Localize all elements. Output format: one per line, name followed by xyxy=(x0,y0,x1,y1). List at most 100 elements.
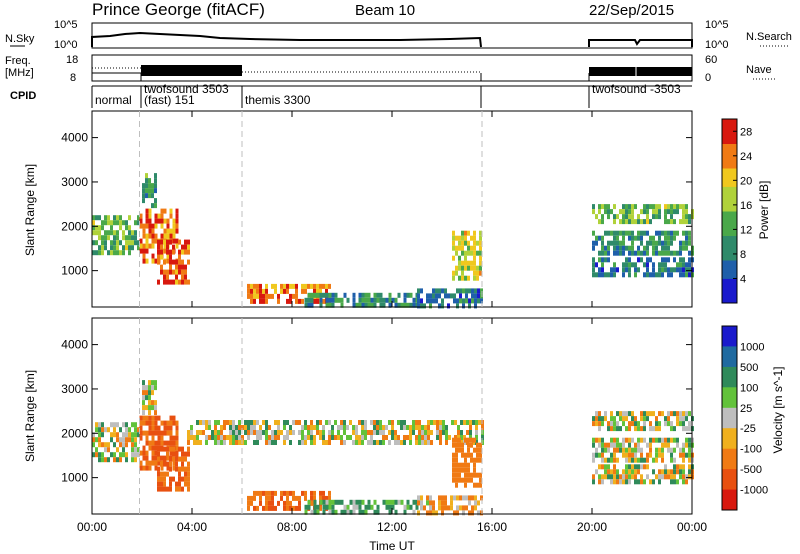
echo-cell xyxy=(619,240,622,246)
echo-cell xyxy=(470,245,473,251)
echo-cell xyxy=(455,477,458,483)
echo-cell xyxy=(331,499,335,505)
echo-cell xyxy=(604,272,607,278)
echo-cell xyxy=(682,245,685,251)
echo-cell xyxy=(459,495,462,501)
echo-cell xyxy=(250,288,253,294)
echo-cell xyxy=(461,270,464,276)
echo-cell xyxy=(361,435,364,440)
echo-cell xyxy=(625,416,628,422)
echo-cell xyxy=(457,435,460,440)
echo-cell xyxy=(313,495,316,501)
echo-cell xyxy=(670,474,673,480)
echo-cell xyxy=(334,435,337,440)
echo-cell xyxy=(655,204,658,210)
echo-cell xyxy=(682,230,685,236)
echo-cell xyxy=(646,272,649,278)
echo-cell xyxy=(397,440,400,445)
echo-cell xyxy=(391,420,394,425)
colorbar-swatch xyxy=(722,143,737,151)
echo-cell xyxy=(142,465,146,471)
echo-cell xyxy=(444,500,447,506)
echo-cell xyxy=(292,293,295,299)
echo-cell xyxy=(163,461,166,467)
echo-cell xyxy=(187,279,190,285)
echo-cell xyxy=(388,420,391,425)
echo-cell xyxy=(670,437,673,443)
echo-cell xyxy=(172,440,176,446)
echo-cell xyxy=(169,279,172,285)
echo-cell xyxy=(453,293,456,299)
echo-cell xyxy=(634,219,637,225)
echo-cell xyxy=(157,425,161,431)
echo-cell xyxy=(604,257,607,263)
echo-cell xyxy=(465,298,468,304)
echo-cell xyxy=(643,437,646,443)
echo-cell xyxy=(131,235,134,241)
echo-cell xyxy=(151,445,155,451)
echo-cell xyxy=(634,479,637,485)
echo-cell xyxy=(307,499,311,505)
x-tick-label: 12:00 xyxy=(377,520,407,534)
echo-cell xyxy=(355,440,358,445)
echo-cell xyxy=(196,420,199,425)
echo-cell xyxy=(471,293,474,299)
echo-cell xyxy=(110,422,113,428)
echo-cell xyxy=(277,500,280,506)
echo-cell xyxy=(456,288,459,294)
echo-cell xyxy=(441,288,444,294)
echo-cell xyxy=(622,209,625,215)
echo-cell xyxy=(160,435,164,441)
echo-cell xyxy=(646,474,649,480)
echo-cell xyxy=(238,425,241,430)
echo-cell xyxy=(190,435,193,440)
echo-cell xyxy=(610,474,613,480)
echo-cell xyxy=(685,262,688,268)
echo-cell xyxy=(388,430,391,435)
echo-cell xyxy=(175,420,179,426)
echo-cell xyxy=(172,435,176,441)
echo-cell xyxy=(685,240,688,246)
echo-cell xyxy=(610,272,613,278)
echo-cell xyxy=(637,464,640,470)
echo-cell xyxy=(649,442,652,448)
echo-cell xyxy=(145,218,149,224)
colorbar-tick-label: -1000 xyxy=(740,485,768,497)
echo-cell xyxy=(304,495,307,501)
colorbar-swatch xyxy=(722,407,737,429)
echo-cell xyxy=(244,440,247,445)
echo-cell xyxy=(271,430,274,435)
noise-right-tick-top: 10^5 xyxy=(705,19,729,31)
echo-cell xyxy=(328,490,331,496)
echo-cell xyxy=(101,432,104,438)
echo-cell xyxy=(340,509,344,515)
echo-cell xyxy=(340,420,343,425)
echo-cell xyxy=(145,435,149,441)
echo-cell xyxy=(625,474,628,480)
echo-cell xyxy=(592,474,595,480)
echo-cell xyxy=(373,302,377,308)
echo-cell xyxy=(95,427,98,433)
colorbar-swatch xyxy=(722,192,737,200)
echo-cell xyxy=(145,455,149,461)
echo-cell xyxy=(340,499,344,505)
echo-cell xyxy=(145,193,148,199)
echo-cell xyxy=(205,435,208,440)
echo-cell xyxy=(157,415,161,421)
echo-cell xyxy=(688,272,691,278)
echo-cell xyxy=(337,425,340,430)
echo-cell xyxy=(307,292,311,298)
echo-cell xyxy=(461,230,464,236)
echo-cell xyxy=(426,495,429,501)
echo-cell xyxy=(367,302,371,308)
echo-cell xyxy=(658,469,661,475)
echo-cell xyxy=(379,430,382,435)
echo-cell xyxy=(142,420,146,426)
x-tick-label: 08:00 xyxy=(277,520,307,534)
echo-cell xyxy=(178,264,181,270)
echo-cell xyxy=(613,235,616,241)
echo-cell xyxy=(268,505,271,511)
echo-cell xyxy=(631,452,634,458)
echo-cell xyxy=(154,213,158,219)
echo-cell xyxy=(271,505,274,511)
